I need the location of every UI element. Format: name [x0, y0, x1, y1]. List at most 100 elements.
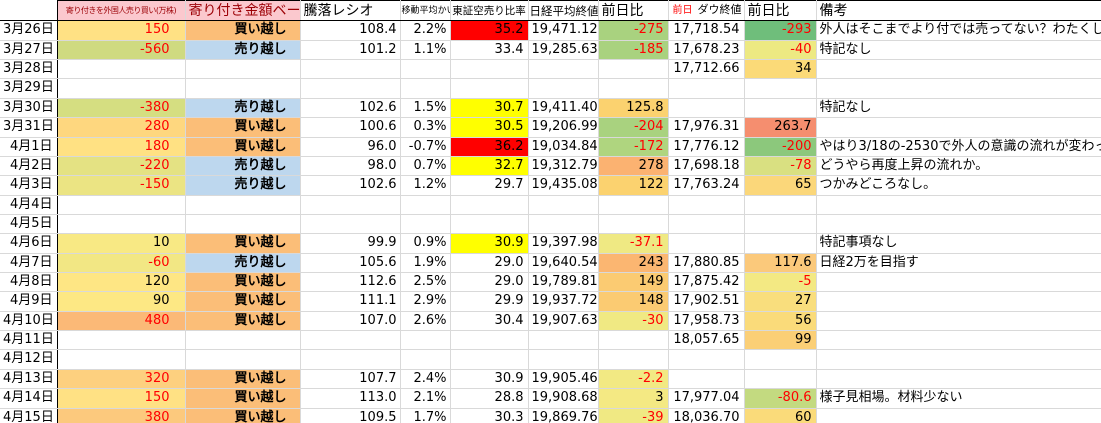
cell-foreign-net[interactable]: 320 — [57, 369, 186, 390]
cell-dow-close[interactable] — [668, 98, 745, 119]
cell-date[interactable]: 3月28日 — [0, 59, 58, 80]
cell-updown-ratio[interactable]: 113.0 — [300, 388, 401, 409]
cell-short-ratio[interactable] — [450, 78, 529, 99]
cell-short-ratio[interactable] — [450, 59, 529, 80]
cell-nikkei-change[interactable] — [598, 330, 669, 351]
cell-remarks[interactable] — [816, 195, 1101, 215]
cell-dow-change[interactable] — [744, 349, 817, 370]
cell-ma-deviation[interactable] — [400, 349, 451, 370]
cell-basis-signal[interactable]: 売り越し — [185, 98, 301, 119]
cell-ma-deviation[interactable]: 2.5% — [400, 272, 451, 293]
cell-remarks[interactable]: どうやら再度上昇の流れか。 — [816, 156, 1101, 177]
cell-dow-change[interactable]: 60 — [744, 408, 817, 423]
cell-date[interactable]: 4月15日 — [0, 408, 58, 423]
cell-nikkei-close[interactable]: 19,397.98 — [528, 233, 599, 254]
cell-ma-deviation[interactable]: 1.7% — [400, 408, 451, 423]
cell-nikkei-change[interactable] — [598, 214, 669, 235]
cell-updown-ratio[interactable] — [300, 349, 401, 370]
cell-date[interactable]: 4月3日 — [0, 175, 58, 196]
cell-basis-signal[interactable]: 買い越し — [185, 272, 301, 293]
cell-basis-signal[interactable]: 買い越し — [185, 388, 301, 409]
cell-dow-close[interactable]: 17,718.54 — [668, 20, 745, 41]
cell-date[interactable]: 4月4日 — [0, 195, 58, 215]
header-short-sell-ratio[interactable]: 東証空売り比率 — [450, 0, 529, 22]
cell-ma-deviation[interactable]: 1.2% — [400, 175, 451, 196]
cell-foreign-net[interactable]: 480 — [57, 311, 186, 332]
cell-dow-change[interactable] — [744, 195, 817, 215]
cell-nikkei-close[interactable]: 19,285.63 — [528, 40, 599, 61]
cell-dow-close[interactable]: 17,763.24 — [668, 175, 745, 196]
cell-updown-ratio[interactable] — [300, 78, 401, 99]
cell-date[interactable]: 4月8日 — [0, 272, 58, 293]
cell-ma-deviation[interactable] — [400, 330, 451, 351]
cell-updown-ratio[interactable] — [300, 330, 401, 351]
cell-dow-change[interactable]: 117.6 — [744, 253, 817, 274]
header-nikkei-close[interactable]: 日経平均終値 — [528, 0, 599, 22]
cell-nikkei-change[interactable]: 149 — [598, 272, 669, 293]
header-open-amount-basis[interactable]: 寄り付き金額ベース — [185, 0, 301, 22]
cell-foreign-net[interactable]: 150 — [57, 388, 186, 409]
cell-nikkei-change[interactable] — [598, 349, 669, 370]
header-nikkei-change[interactable]: 前日比 — [598, 0, 669, 22]
cell-foreign-net[interactable]: -150 — [57, 175, 186, 196]
cell-short-ratio[interactable]: 30.9 — [450, 369, 529, 390]
cell-date[interactable]: 4月1日 — [0, 137, 58, 157]
cell-short-ratio[interactable]: 36.2 — [450, 137, 529, 157]
cell-nikkei-close[interactable]: 19,869.76 — [528, 408, 599, 423]
cell-ma-deviation[interactable]: -0.7% — [400, 137, 451, 157]
cell-dow-close[interactable]: 17,977.04 — [668, 388, 745, 409]
cell-dow-close[interactable]: 17,902.51 — [668, 291, 745, 312]
cell-date[interactable]: 3月31日 — [0, 117, 58, 138]
cell-remarks[interactable] — [816, 214, 1101, 235]
cell-nikkei-close[interactable]: 19,411.40 — [528, 98, 599, 119]
cell-updown-ratio[interactable]: 105.6 — [300, 253, 401, 274]
cell-nikkei-close[interactable]: 19,312.79 — [528, 156, 599, 177]
cell-foreign-net[interactable] — [57, 349, 186, 370]
cell-dow-close[interactable] — [668, 349, 745, 370]
cell-nikkei-change[interactable]: -172 — [598, 137, 669, 157]
cell-dow-close[interactable] — [668, 195, 745, 215]
cell-date[interactable]: 4月11日 — [0, 330, 58, 351]
cell-nikkei-close[interactable]: 19,471.12 — [528, 20, 599, 41]
cell-short-ratio[interactable]: 30.7 — [450, 98, 529, 119]
cell-updown-ratio[interactable]: 102.6 — [300, 98, 401, 119]
cell-dow-change[interactable]: -80.6 — [744, 388, 817, 409]
cell-dow-close[interactable]: 17,976.31 — [668, 117, 745, 138]
cell-foreign-net[interactable] — [57, 330, 186, 351]
cell-ma-deviation[interactable]: 0.7% — [400, 156, 451, 177]
cell-dow-change[interactable] — [744, 233, 817, 254]
header-remarks[interactable]: 備考 — [816, 0, 1101, 22]
cell-remarks[interactable] — [816, 330, 1101, 351]
cell-short-ratio[interactable]: 32.7 — [450, 156, 529, 177]
cell-foreign-net[interactable]: 280 — [57, 117, 186, 138]
cell-dow-close[interactable]: 17,875.42 — [668, 272, 745, 293]
cell-dow-close[interactable]: 17,678.23 — [668, 40, 745, 61]
cell-nikkei-change[interactable]: -30 — [598, 311, 669, 332]
cell-nikkei-close[interactable]: 19,206.99 — [528, 117, 599, 138]
cell-basis-signal[interactable] — [185, 59, 301, 80]
cell-updown-ratio[interactable]: 102.6 — [300, 175, 401, 196]
cell-ma-deviation[interactable]: 1.1% — [400, 40, 451, 61]
cell-dow-change[interactable] — [744, 98, 817, 119]
header-foreign-open-net[interactable]: 寄り付きを外国人売り買い(万株) — [57, 0, 186, 22]
cell-remarks[interactable] — [816, 78, 1101, 99]
cell-remarks[interactable] — [816, 311, 1101, 332]
cell-short-ratio[interactable]: 30.5 — [450, 117, 529, 138]
cell-dow-change[interactable] — [744, 369, 817, 390]
cell-basis-signal[interactable] — [185, 349, 301, 370]
cell-dow-change[interactable] — [744, 78, 817, 99]
cell-short-ratio[interactable] — [450, 330, 529, 351]
cell-date[interactable]: 3月30日 — [0, 98, 58, 119]
cell-remarks[interactable] — [816, 272, 1101, 293]
cell-date[interactable]: 4月13日 — [0, 369, 58, 390]
cell-dow-change[interactable]: -78 — [744, 156, 817, 177]
cell-ma-deviation[interactable]: 1.5% — [400, 98, 451, 119]
cell-remarks[interactable] — [816, 408, 1101, 423]
cell-dow-close[interactable]: 17,712.66 — [668, 59, 745, 80]
cell-updown-ratio[interactable] — [300, 59, 401, 80]
cell-ma-deviation[interactable]: 2.9% — [400, 291, 451, 312]
cell-dow-change[interactable]: -5 — [744, 272, 817, 293]
header-date[interactable] — [0, 0, 58, 22]
cell-dow-change[interactable]: -293 — [744, 20, 817, 41]
cell-foreign-net[interactable]: 10 — [57, 233, 186, 254]
